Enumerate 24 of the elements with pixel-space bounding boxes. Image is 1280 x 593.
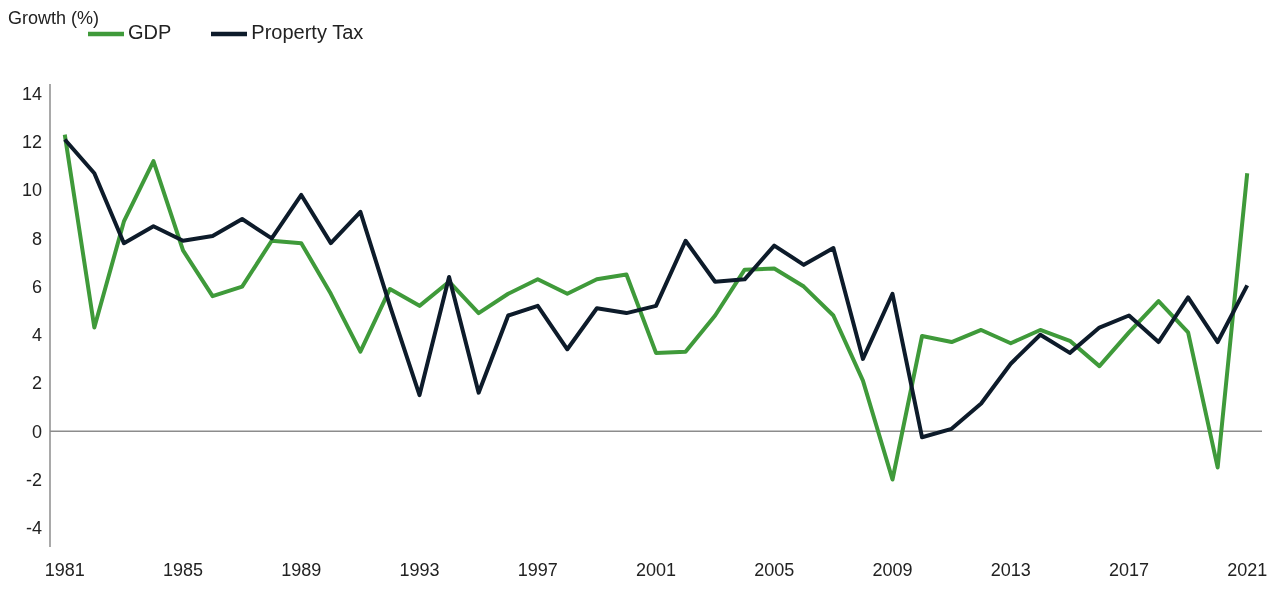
x-tick-label: 1993 [399,559,440,580]
y-axis-title: Growth (%) [8,8,100,29]
x-tick-label: 2021 [1227,559,1268,580]
y-tick-label: -4 [25,518,42,539]
y-tick-label: 10 [21,180,42,201]
x-tick-label: 2005 [754,559,795,580]
y-tick-label: 4 [31,325,42,346]
x-tick-label: 1989 [281,559,322,580]
y-tick-label: 2 [31,373,42,394]
y-tick-label: -2 [25,469,42,490]
x-tick-label: 1981 [44,559,85,580]
x-tick-label: 2001 [635,559,677,580]
x-tick-label: 1985 [163,559,204,580]
y-tick-label: 6 [31,276,42,297]
y-tick-label: 0 [31,421,42,442]
legend-label: Property Tax [251,21,364,44]
legend-label: GDP [128,21,172,44]
x-tick-label: 2009 [872,559,913,580]
y-tick-label: 14 [21,84,42,105]
y-tick-label: 8 [31,228,42,249]
x-tick-label: 2013 [990,559,1031,580]
x-tick-label: 2017 [1108,559,1149,580]
y-tick-label: 12 [21,132,42,153]
x-tick-label: 1997 [517,559,558,580]
